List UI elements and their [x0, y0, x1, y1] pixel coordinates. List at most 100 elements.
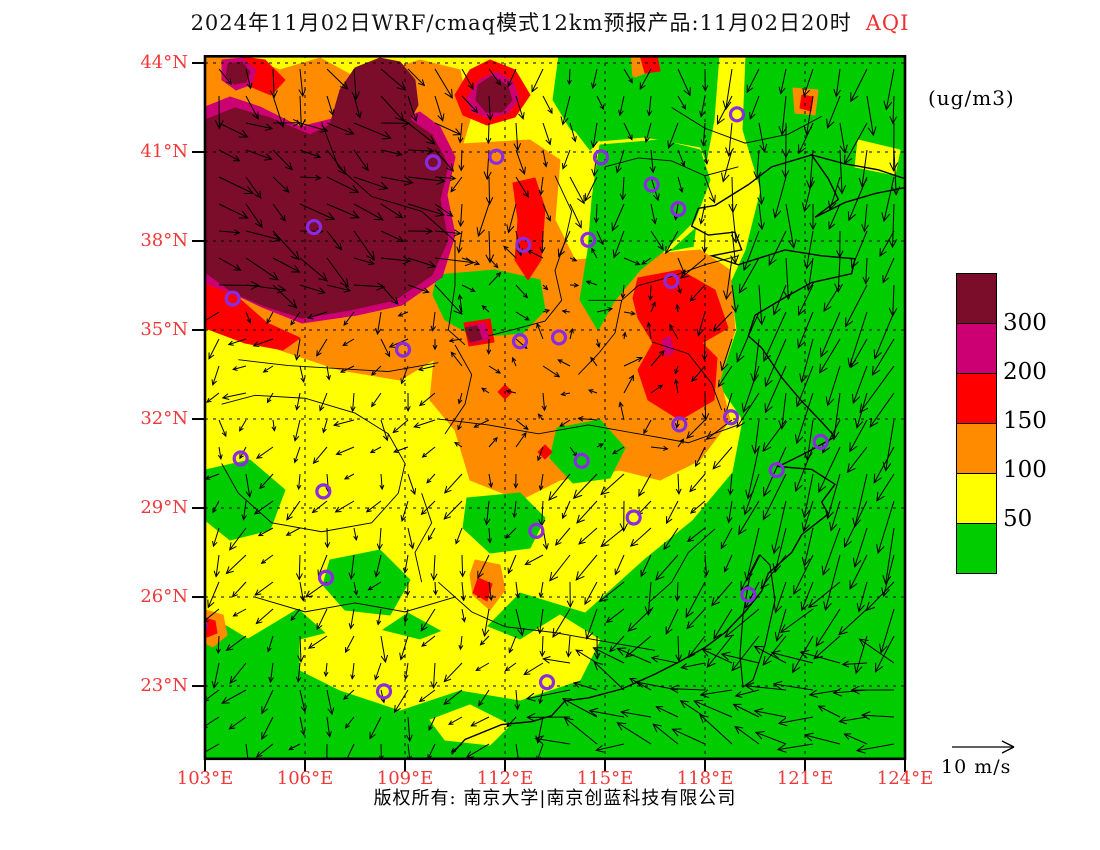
wind-arrow: [418, 689, 436, 703]
wind-arrow: [299, 203, 336, 221]
province-boundary: [488, 175, 573, 337]
wind-arrow: [569, 256, 578, 262]
wind-arrow: [793, 554, 814, 596]
wind-arrow: [450, 743, 463, 753]
wind-scale-arrow: [952, 740, 1015, 754]
wind-arrow: [671, 728, 706, 745]
legend-swatch: [956, 323, 997, 374]
wind-arrow: [726, 500, 733, 524]
wind-arrow: [605, 608, 625, 623]
wind-arrow: [343, 689, 355, 700]
map-layers: [205, 55, 905, 760]
wind-arrow: [420, 608, 436, 632]
wind-arrow: [299, 581, 306, 602]
wind-arrow: [850, 685, 895, 695]
wind-arrow: [881, 176, 895, 223]
wind-arrow: [665, 500, 679, 525]
lon-label: 112°E: [476, 768, 534, 789]
wind-arrow: [585, 608, 598, 640]
wind-arrow: [873, 446, 895, 484]
wind-arrow: [711, 581, 733, 607]
wind-arrow: [457, 122, 464, 144]
wind-arrow: [855, 743, 895, 754]
wind-arrow: [456, 230, 463, 254]
wind-arrow: [488, 581, 494, 602]
wind-arrow: [770, 650, 814, 664]
wind-arrow: [843, 733, 868, 745]
wind-arrow: [590, 68, 598, 90]
wind-arrow: [819, 338, 841, 374]
wind-arrow: [434, 95, 445, 122]
wind-arrow: [245, 95, 259, 120]
wind-arrow: [772, 284, 787, 316]
wind-arrow: [615, 149, 625, 174]
wind-arrow: [845, 284, 868, 328]
wind-arrow: [294, 392, 301, 411]
province-boundary: [438, 418, 739, 444]
wind-arrow: [794, 446, 814, 493]
wind-arrow: [689, 284, 706, 302]
wind-arrow: [538, 473, 544, 491]
wind-arrow: [407, 257, 437, 269]
wind-arrow: [397, 311, 409, 317]
lon-label: 118°E: [676, 768, 734, 789]
wind-arrow: [245, 311, 252, 324]
wind-arrow: [680, 662, 706, 670]
wind-arrow: [846, 446, 868, 474]
wind-arrow: [595, 338, 601, 349]
wind-arrow: [588, 707, 625, 718]
wind-arrow: [869, 392, 895, 428]
wind-arrow: [326, 743, 328, 760]
wind-arrow: [370, 365, 382, 376]
wind-arrow: [764, 365, 787, 414]
wind-arrow: [299, 149, 322, 159]
wind-arrow: [339, 365, 355, 373]
wind-arrow: [255, 743, 274, 758]
wind-arrow: [756, 284, 766, 326]
wind-arrow: [852, 527, 868, 568]
wind-arrow: [334, 500, 355, 513]
wind-arrow: [312, 446, 328, 465]
lon-label: 109°E: [376, 768, 434, 789]
wind-arrow: [779, 608, 814, 634]
wind-arrow: [218, 68, 232, 86]
wind-arrow: [575, 554, 598, 581]
wind-arrow: [701, 338, 708, 361]
wind-arrow: [380, 284, 399, 305]
legend-swatch: [956, 273, 997, 324]
wind-arrow: [477, 554, 490, 579]
units-label: (ug/m3): [928, 86, 1015, 110]
wind-arrow: [403, 608, 409, 624]
wind-arrow: [762, 635, 787, 666]
wind-arrow: [854, 635, 868, 675]
wind-arrow: [348, 554, 356, 580]
wind-arrow: [675, 635, 683, 662]
wind-arrow: [400, 500, 409, 522]
wind-arrow: [241, 500, 247, 521]
wind-arrow: [590, 122, 598, 149]
wind-arrow: [818, 446, 841, 493]
wind-arrow: [225, 635, 247, 652]
wind-arrow: [665, 608, 679, 635]
wind-scale-label: 10 m/s: [941, 756, 1012, 778]
legend-label: 300: [1003, 310, 1047, 336]
wind-arrow: [542, 149, 548, 168]
wind-arrow: [299, 689, 307, 713]
wind-arrow: [712, 311, 733, 332]
wind-arrow: [673, 378, 679, 394]
wind-arrow: [261, 689, 274, 715]
wind-arrow: [548, 473, 571, 502]
wind-arrow: [294, 338, 301, 361]
wind-arrow: [485, 122, 492, 145]
wind-arrow: [723, 554, 733, 573]
wind-arrow: [433, 581, 438, 596]
wind-arrow: [322, 419, 328, 434]
wind-arrow: [701, 392, 710, 422]
wind-arrow: [380, 68, 407, 91]
wind-arrow: [655, 554, 679, 581]
wind-arrow: [650, 301, 656, 313]
wind-arrow: [677, 149, 686, 167]
province-boundary: [604, 157, 739, 177]
wind-arrow: [221, 689, 247, 704]
legend-swatch: [956, 473, 997, 524]
